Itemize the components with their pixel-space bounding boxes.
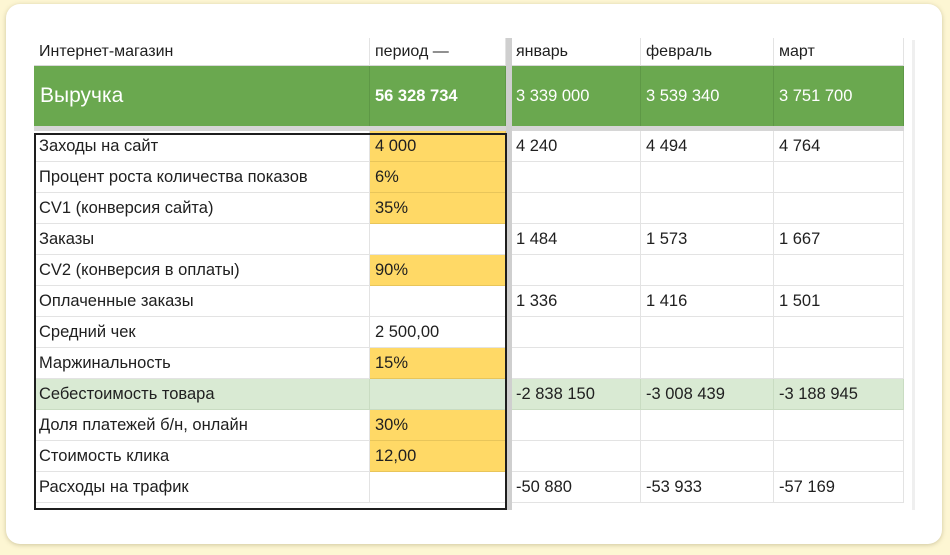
value-cell[interactable] — [370, 379, 506, 410]
month-value-cell[interactable]: 1 667 — [774, 224, 904, 255]
month-value-cell[interactable] — [511, 162, 641, 193]
month-value-cell[interactable] — [641, 317, 774, 348]
frozen-column-bar — [506, 38, 512, 510]
month-value-cell[interactable]: -3 008 439 — [641, 379, 774, 410]
revenue-month-3-cell[interactable]: 3 751 700 — [774, 66, 904, 126]
month-value-cell[interactable] — [641, 410, 774, 441]
revenue-month-2-cell[interactable]: 3 539 340 — [641, 66, 774, 126]
header-cell-title[interactable]: Интернет-магазин — [34, 38, 370, 66]
month-value-cell[interactable] — [774, 317, 904, 348]
input-value-cell[interactable]: 12,00 — [370, 441, 506, 472]
value-cell[interactable]: 2 500,00 — [370, 317, 506, 348]
input-value-cell[interactable]: 35% — [370, 193, 506, 224]
header-cell-month-2[interactable]: февраль — [641, 38, 774, 66]
value-cell[interactable] — [370, 224, 506, 255]
month-value-cell[interactable] — [774, 348, 904, 379]
row-label-cell[interactable]: Расходы на трафик — [34, 472, 370, 503]
spreadsheet-grid: Интернет-магазин период — январь февраль… — [34, 38, 904, 503]
value-cell[interactable] — [370, 286, 506, 317]
month-value-cell[interactable] — [774, 441, 904, 472]
month-value-cell[interactable] — [774, 410, 904, 441]
row-label-cell[interactable]: Заходы на сайт — [34, 131, 370, 162]
input-value-cell[interactable]: 30% — [370, 410, 506, 441]
row-label-cell[interactable]: Средний чек — [34, 317, 370, 348]
month-value-cell[interactable]: 1 336 — [511, 286, 641, 317]
month-value-cell[interactable] — [511, 441, 641, 472]
month-value-cell[interactable] — [641, 441, 774, 472]
row-label-cell[interactable]: Заказы — [34, 224, 370, 255]
month-value-cell[interactable] — [511, 348, 641, 379]
grid-edge-shadow — [912, 40, 915, 510]
month-value-cell[interactable] — [641, 193, 774, 224]
month-value-cell[interactable] — [511, 410, 641, 441]
month-value-cell[interactable]: 1 573 — [641, 224, 774, 255]
row-label-cell[interactable]: Маржинальность — [34, 348, 370, 379]
value-cell[interactable] — [370, 472, 506, 503]
month-value-cell[interactable]: 4 240 — [511, 131, 641, 162]
input-value-cell[interactable]: 4 000 — [370, 131, 506, 162]
month-value-cell[interactable] — [641, 348, 774, 379]
month-value-cell[interactable]: -53 933 — [641, 472, 774, 503]
revenue-month-1-cell[interactable]: 3 339 000 — [511, 66, 641, 126]
revenue-total-cell[interactable]: 56 328 734 — [370, 66, 506, 126]
month-value-cell[interactable]: 4 494 — [641, 131, 774, 162]
input-value-cell[interactable]: 6% — [370, 162, 506, 193]
month-value-cell[interactable]: 1 484 — [511, 224, 641, 255]
month-value-cell[interactable]: -57 169 — [774, 472, 904, 503]
row-label-cell[interactable]: Оплаченные заказы — [34, 286, 370, 317]
month-value-cell[interactable] — [641, 162, 774, 193]
row-label-cell[interactable]: Стоимость клика — [34, 441, 370, 472]
row-label-cell[interactable]: Доля платежей б/н, онлайн — [34, 410, 370, 441]
month-value-cell[interactable] — [774, 255, 904, 286]
row-label-cell[interactable]: CV2 (конверсия в оплаты) — [34, 255, 370, 286]
month-value-cell[interactable] — [774, 162, 904, 193]
month-value-cell[interactable]: 1 501 — [774, 286, 904, 317]
header-cell-month-3[interactable]: март — [774, 38, 904, 66]
header-cell-month-1[interactable]: январь — [511, 38, 641, 66]
month-value-cell[interactable]: -50 880 — [511, 472, 641, 503]
row-label-cell[interactable]: CV1 (конверсия сайта) — [34, 193, 370, 224]
row-label-cell[interactable]: Процент роста количества показов — [34, 162, 370, 193]
month-value-cell[interactable] — [511, 255, 641, 286]
month-value-cell[interactable]: -3 188 945 — [774, 379, 904, 410]
row-label-cell[interactable]: Себестоимость товара — [34, 379, 370, 410]
revenue-label-cell[interactable]: Выручка — [34, 66, 370, 126]
month-value-cell[interactable]: 4 764 — [774, 131, 904, 162]
header-cell-period[interactable]: период — — [370, 38, 506, 66]
month-value-cell[interactable] — [774, 193, 904, 224]
month-value-cell[interactable]: -2 838 150 — [511, 379, 641, 410]
frozen-row-divider — [34, 126, 904, 131]
month-value-cell[interactable] — [511, 317, 641, 348]
month-value-cell[interactable] — [641, 255, 774, 286]
input-value-cell[interactable]: 90% — [370, 255, 506, 286]
month-value-cell[interactable] — [511, 193, 641, 224]
month-value-cell[interactable]: 1 416 — [641, 286, 774, 317]
input-value-cell[interactable]: 15% — [370, 348, 506, 379]
